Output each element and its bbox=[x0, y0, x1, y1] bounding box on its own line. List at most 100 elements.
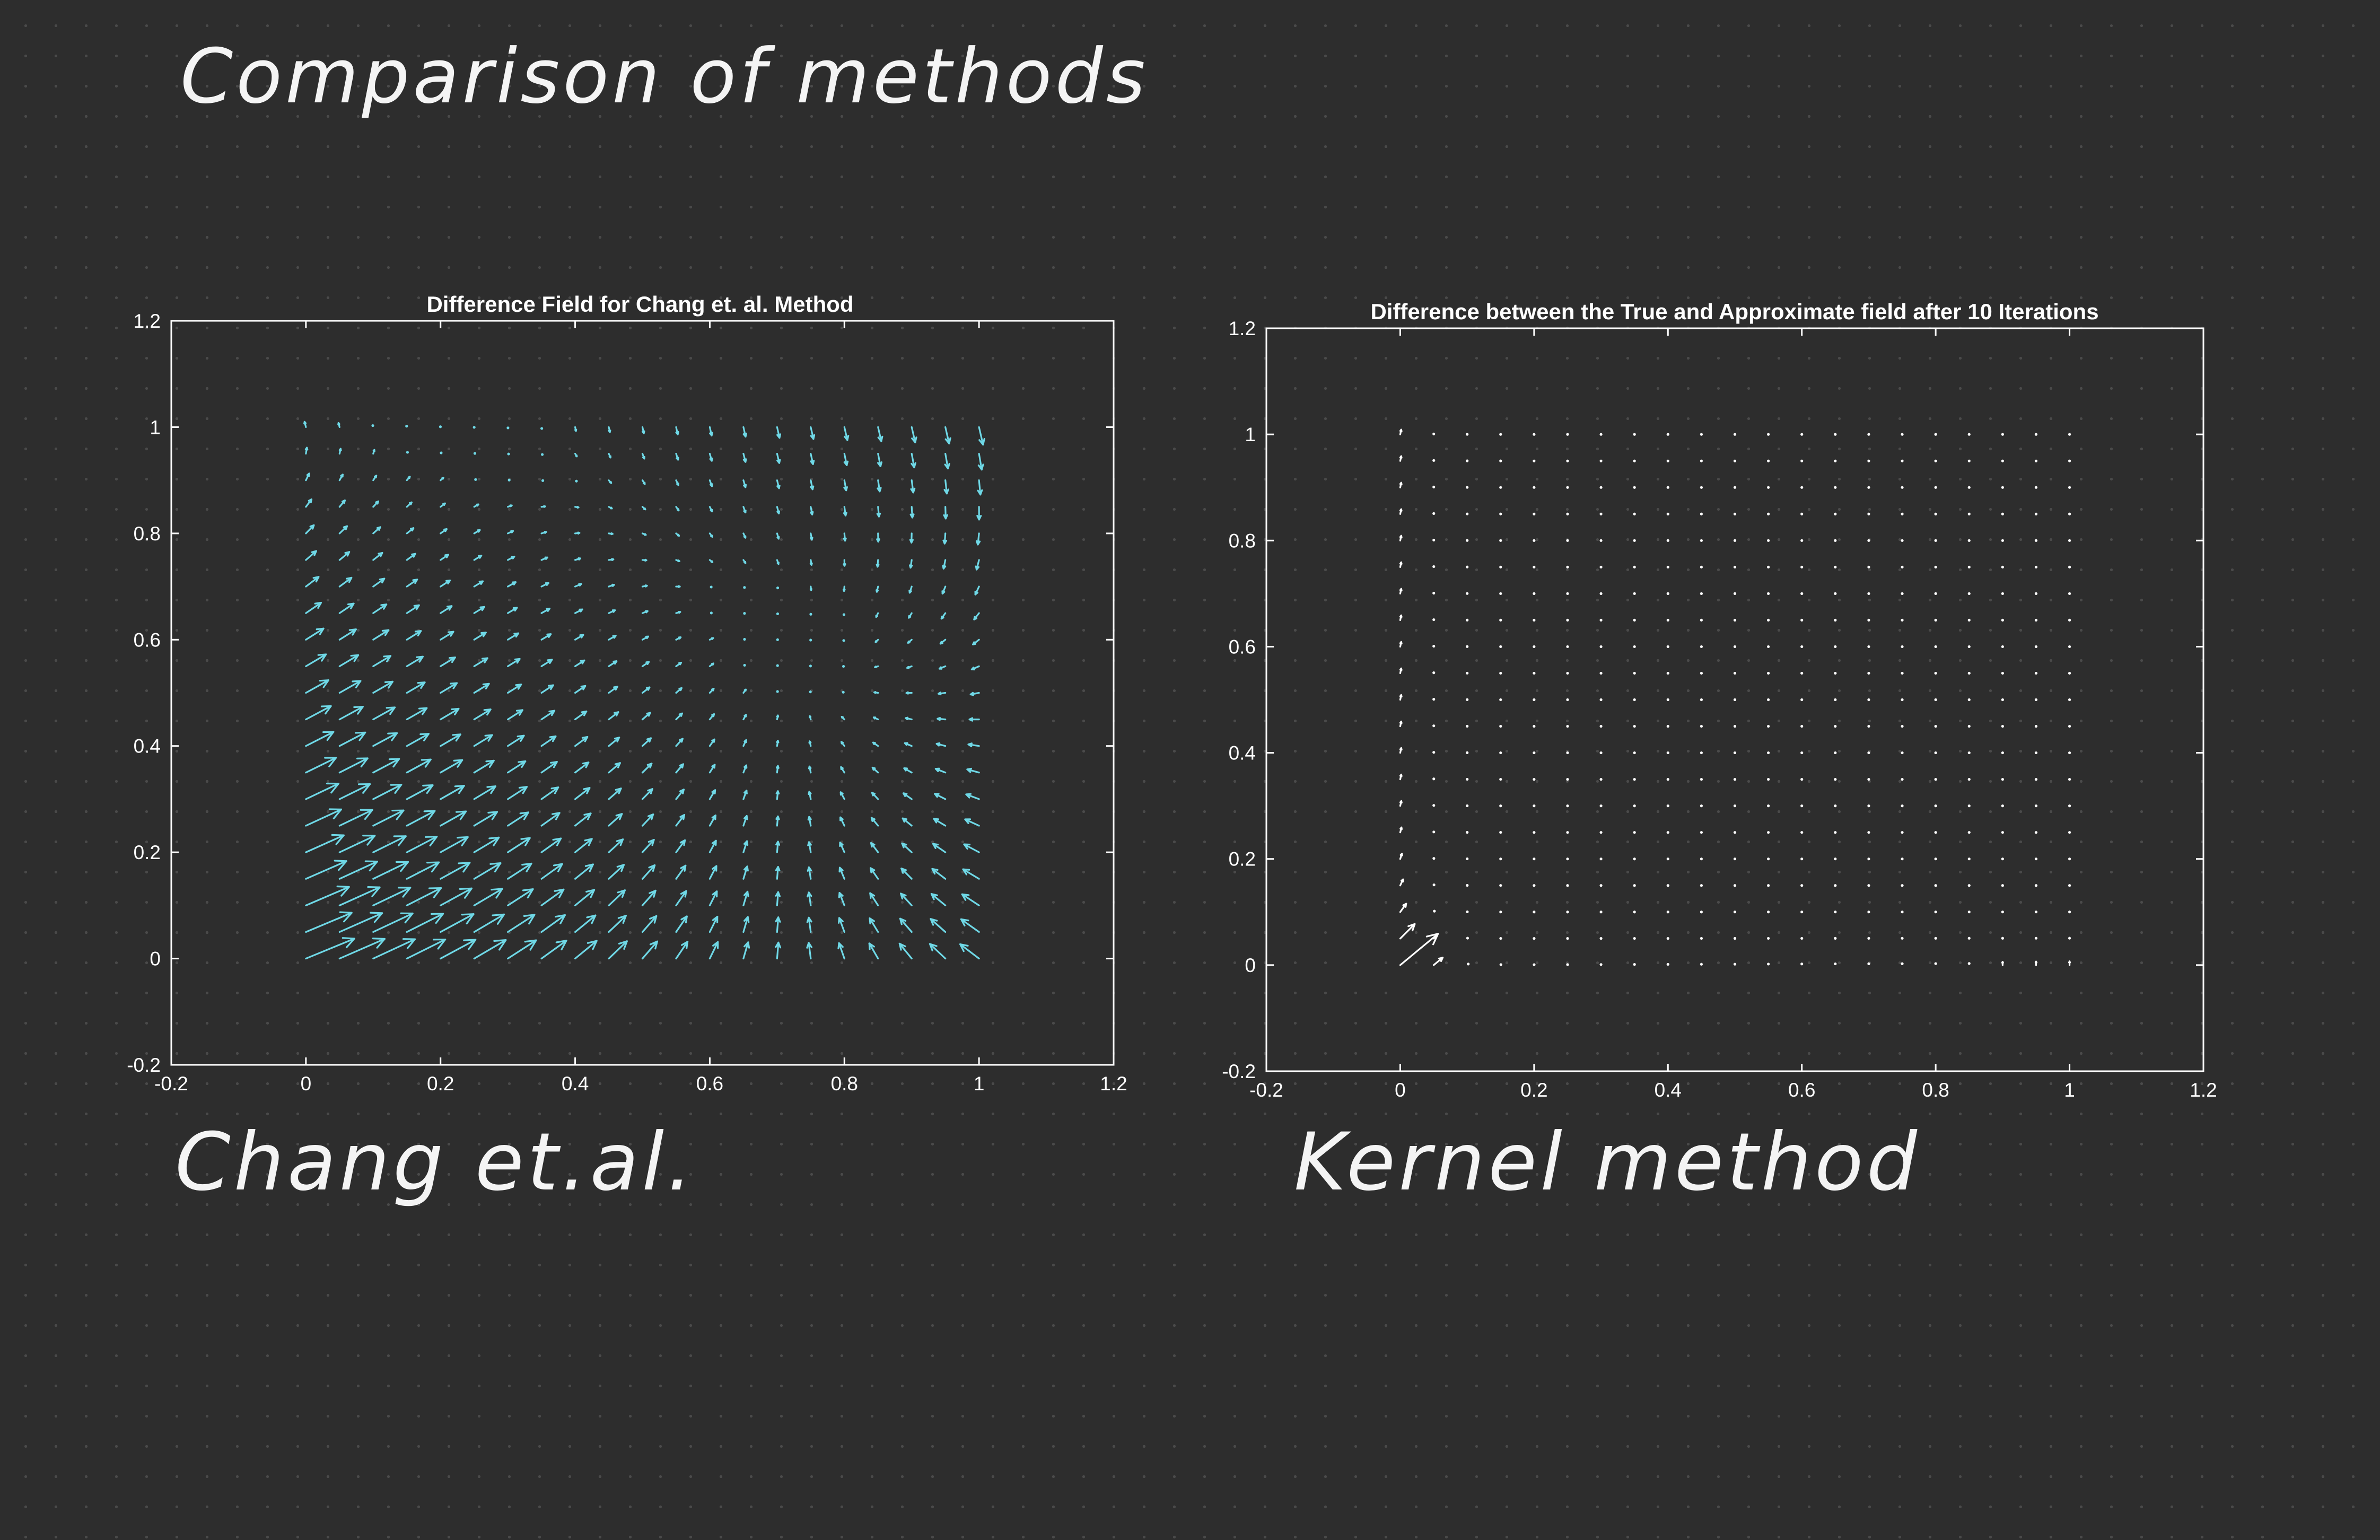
quiver-arrowhead bbox=[610, 532, 614, 536]
quiver-arrow bbox=[1934, 962, 1937, 965]
quiver-arrowhead bbox=[1399, 614, 1403, 618]
quiver-arrow bbox=[1800, 778, 1804, 781]
quiver-arrow bbox=[540, 914, 566, 933]
quiver-arrowhead bbox=[423, 810, 436, 820]
quiver-arrow bbox=[1666, 459, 1669, 462]
quiver-arrowhead bbox=[678, 662, 682, 666]
quiver-arrowhead bbox=[870, 842, 876, 848]
quiver-arrow bbox=[1934, 433, 1937, 436]
quiver-arrowhead bbox=[515, 709, 523, 716]
quiver-arrow bbox=[743, 663, 746, 667]
quiver-arrow bbox=[776, 690, 779, 693]
quiver-arrow bbox=[2001, 884, 2004, 887]
quiver-arrow bbox=[911, 479, 914, 494]
quiver-arrowhead bbox=[388, 758, 400, 768]
quiver-arrow bbox=[1767, 433, 1770, 436]
quiver-arrow bbox=[507, 862, 532, 880]
quiver-arrow bbox=[1834, 937, 1837, 940]
quiver-arrowhead bbox=[459, 887, 472, 899]
x-tick-label: 1 bbox=[2064, 1079, 2075, 1101]
quiver-arrowhead bbox=[776, 510, 781, 514]
quiver-arrow bbox=[1599, 831, 1603, 834]
quiver-arrowhead bbox=[743, 688, 747, 692]
quiver-arrow bbox=[1867, 831, 1870, 834]
quiver-arrowhead bbox=[608, 455, 611, 459]
quiver-arrow bbox=[507, 837, 531, 853]
quiver-arrow bbox=[1901, 804, 1904, 808]
quiver-arrow bbox=[338, 731, 366, 747]
quiver-arrowhead bbox=[964, 818, 972, 824]
quiver-arrowhead bbox=[843, 460, 849, 466]
quiver-arrow bbox=[406, 733, 430, 747]
quiver-arrow bbox=[1934, 804, 1937, 808]
quiver-arrowhead bbox=[578, 583, 582, 587]
quiver-arrow bbox=[440, 862, 471, 880]
quiver-arrowhead bbox=[942, 565, 947, 570]
quiver-arrowhead bbox=[615, 788, 622, 794]
x-tick-label: 0.6 bbox=[1788, 1079, 1815, 1101]
quiver-arrowhead bbox=[338, 448, 342, 451]
quiver-arrowhead bbox=[807, 841, 812, 846]
quiver-arrow bbox=[1633, 539, 1636, 542]
quiver-arrowhead bbox=[775, 891, 781, 897]
quiver-arrowhead bbox=[488, 836, 500, 846]
quiver-arrow bbox=[1733, 618, 1737, 622]
quiver-arrow bbox=[2001, 539, 2004, 542]
quiver-arrowhead bbox=[357, 783, 371, 794]
quiver-arrow bbox=[406, 630, 422, 641]
quiver-arrow bbox=[305, 627, 325, 641]
quiver-arrow bbox=[930, 893, 947, 906]
quiver-arrow bbox=[2034, 911, 2038, 914]
quiver-arrow bbox=[1733, 911, 1737, 914]
quiver-arrowhead bbox=[550, 760, 558, 768]
quiver-arrow bbox=[1499, 884, 1502, 887]
quiver-arrow bbox=[944, 479, 948, 495]
quiver-arrowhead bbox=[477, 529, 481, 533]
quiver-arrow bbox=[440, 810, 467, 827]
quiver-arrowhead bbox=[350, 654, 360, 662]
quiver-arrowhead bbox=[908, 590, 912, 594]
quiver-arrow bbox=[776, 638, 779, 641]
quiver-arrowhead bbox=[709, 432, 713, 436]
quiver-arrow bbox=[1432, 591, 1436, 595]
quiver-arrow bbox=[338, 680, 362, 694]
quiver-arrow bbox=[1767, 645, 1770, 649]
quiver-arrow bbox=[809, 690, 812, 694]
quiver-arrow bbox=[842, 664, 845, 668]
quiver-arrow bbox=[305, 938, 355, 960]
quiver-arrow bbox=[1867, 671, 1870, 675]
quiver-arrowhead bbox=[544, 556, 548, 560]
quiver-arrow bbox=[1934, 778, 1937, 781]
quiver-arrow bbox=[1499, 937, 1502, 940]
quiver-arrow bbox=[1599, 751, 1603, 755]
quiver-arrow bbox=[641, 864, 656, 880]
quiver-arrowhead bbox=[941, 590, 946, 595]
quiver-arrowhead bbox=[430, 913, 444, 924]
quiver-arrowhead bbox=[484, 734, 493, 742]
quiver-arrow bbox=[440, 631, 454, 641]
quiver-arrow bbox=[1767, 778, 1770, 781]
quiver-arrow bbox=[1633, 751, 1636, 755]
quiver-arrow bbox=[574, 889, 596, 906]
quiver-arrowhead bbox=[547, 659, 553, 664]
quiver-arrow bbox=[2034, 884, 2038, 887]
quiver-arrow bbox=[1499, 433, 1502, 436]
quiver-arrow bbox=[1733, 884, 1737, 887]
quiver-arrow bbox=[1967, 937, 1971, 940]
quiver-arrow bbox=[1834, 539, 1837, 542]
quiver-arrow bbox=[1533, 831, 1536, 834]
quiver-arrowhead bbox=[515, 684, 522, 690]
quiver-arrow bbox=[911, 426, 916, 443]
quiver-arrow bbox=[1967, 486, 1971, 489]
quiver-arrowhead bbox=[930, 893, 938, 900]
quiver-arrow bbox=[2001, 433, 2004, 436]
quiver-arrow bbox=[1834, 486, 1837, 489]
quiver-arrow bbox=[1733, 724, 1737, 728]
quiver-arrow bbox=[2034, 592, 2038, 595]
quiver-arrow bbox=[1834, 751, 1837, 755]
quiver-arrowhead bbox=[930, 918, 938, 926]
quiver-arrowhead bbox=[911, 436, 917, 443]
quiver-arrow bbox=[2068, 778, 2071, 781]
quiver-arrow bbox=[305, 679, 329, 694]
quiver-arrow bbox=[1901, 884, 1904, 887]
